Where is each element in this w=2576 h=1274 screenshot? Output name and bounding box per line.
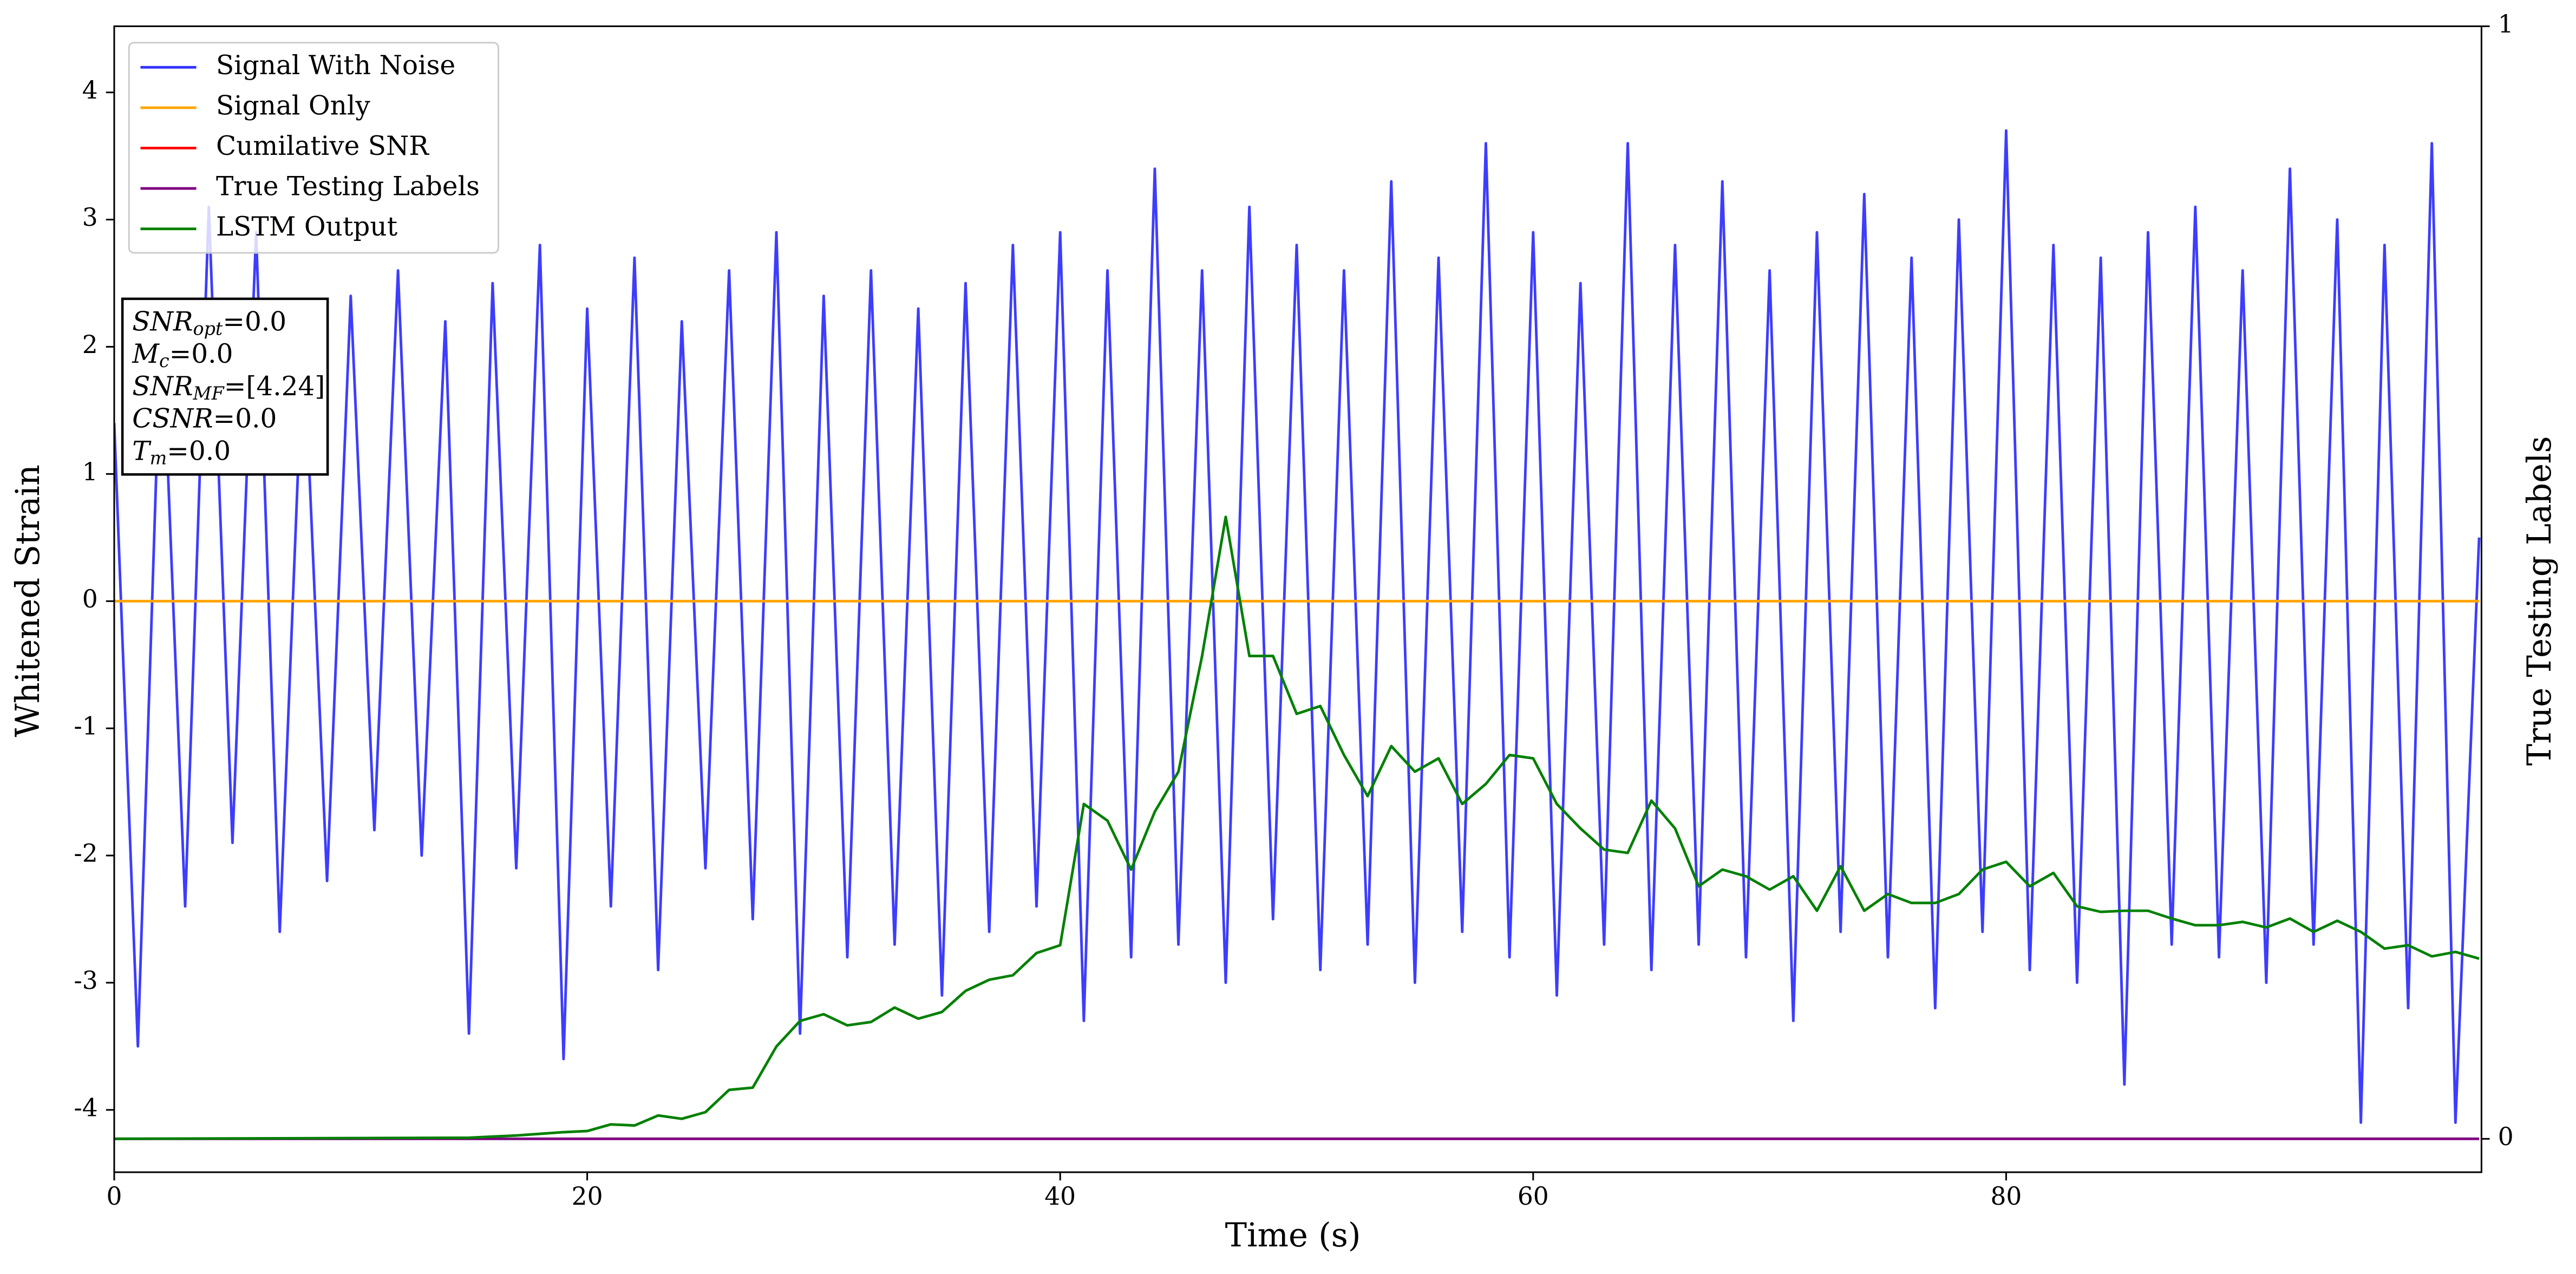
legend-label: Signal With Noise	[216, 50, 455, 81]
annotation-main: M	[132, 339, 160, 369]
y-tick-label: -4	[74, 1093, 97, 1122]
y-axis-label: Whitened Strain	[9, 465, 47, 737]
y-tick-label: -1	[74, 712, 97, 741]
annotation-box	[121, 297, 329, 476]
legend-label: Signal Only	[216, 90, 370, 121]
y2-tick-label: 0	[2498, 1122, 2514, 1151]
annotation-line: Tm=0.0	[132, 436, 231, 469]
annotation-sub: m	[150, 447, 167, 468]
plot-frame	[113, 25, 2482, 1173]
x-tick-label: 40	[1044, 1182, 1076, 1211]
legend-label: Cumilative SNR	[216, 131, 429, 161]
x-tick-label: 60	[1518, 1182, 1549, 1211]
annotation-rest: =0.0	[213, 403, 277, 434]
x-tick-label: 0	[106, 1182, 122, 1211]
y2-tick-label: 1	[2498, 10, 2514, 38]
y-tick-label: -2	[74, 839, 97, 868]
y-tick-label: 4	[82, 76, 98, 104]
x-tick-label: 80	[1991, 1182, 2022, 1211]
annotation-rest: =[4.24]	[224, 371, 325, 401]
annotation-rest: =0.0	[169, 339, 233, 369]
annotation-main: SNR	[132, 306, 193, 337]
annotation-rest: =0.0	[223, 306, 286, 337]
annotation-rest: =0.0	[167, 436, 231, 466]
y2-axis-label: True Testing Labels	[2521, 436, 2559, 766]
annotation-main: T	[132, 436, 152, 466]
legend-label: LSTM Output	[216, 212, 398, 242]
annotation-sub: c	[159, 350, 169, 371]
annotation-sub: opt	[193, 318, 223, 339]
annotation-line: Mc=0.0	[132, 339, 233, 372]
series-line	[114, 129, 2481, 1124]
annotation-line: SNRMF=[4.24]	[132, 371, 325, 404]
series-line	[114, 515, 2480, 1140]
legend-box	[128, 42, 500, 254]
annotation-main: CSNR	[132, 403, 213, 434]
y-tick-label: 2	[82, 330, 98, 359]
annotation-main: SNR	[132, 371, 193, 401]
y-tick-label: 3	[82, 203, 98, 232]
x-tick-label: 20	[572, 1182, 603, 1211]
y-tick-label: 1	[82, 458, 98, 486]
y-tick-label: 0	[82, 585, 98, 613]
y-tick-label: -3	[74, 966, 97, 995]
x-axis-label: Time (s)	[1225, 1217, 1361, 1255]
annotation-line: CSNR=0.0	[132, 403, 277, 434]
legend-label: True Testing Labels	[216, 172, 480, 202]
annotation-line: SNRopt=0.0	[132, 306, 286, 339]
annotation-sub: MF	[193, 383, 225, 404]
